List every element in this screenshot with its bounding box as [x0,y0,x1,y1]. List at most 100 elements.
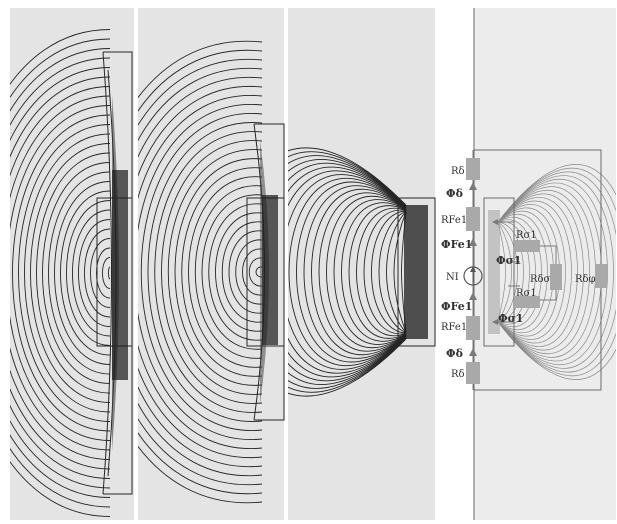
field-line [371,210,407,334]
field-line [138,77,263,467]
field-line [60,190,111,356]
field-line [497,179,608,365]
field-line [303,185,407,359]
field-line [108,266,111,280]
field-line [84,228,111,318]
field-line [311,189,407,355]
field-line [138,68,263,476]
resistor-r-delta-phi [595,264,607,288]
field-line [10,105,111,441]
field-line [497,221,530,323]
field-line [30,143,111,403]
panel-a-magnet [96,51,133,495]
field-line [288,162,407,382]
label-phi-sigma1-bottom: Φσ1 [498,312,523,325]
resistor-r-fe1-bottom [466,316,480,340]
panel-b-field-lines [138,40,263,504]
field-line [48,171,111,375]
field-line [288,170,407,374]
field-line [497,221,512,323]
label-phi-delta-top: Φδ [446,187,463,200]
field-line [181,167,263,377]
field-line [24,133,111,413]
field-line [147,122,263,422]
field-line [497,221,506,323]
field-line [194,185,263,359]
field-line [174,158,263,386]
field-line [497,197,578,347]
panel-c-magnet [397,197,436,347]
field-line [161,140,263,404]
label-r-delta-top: Rδ [451,166,465,177]
label-r-delta-sigma: Rδσ [530,274,551,285]
panel-c-field-lines [288,147,407,397]
field-line [288,174,407,370]
label-r-delta-bottom: Rδ [451,369,465,380]
resistor-r-sigma1-top [514,240,540,252]
field-line [102,257,111,289]
field-line [497,175,614,369]
resistor-r-fe1-top [466,207,480,231]
field-line [242,248,263,296]
field-line [378,210,407,334]
field-line [497,200,572,344]
field-line [10,38,111,508]
label-r-sigma1-bottom: Rσ1 [516,288,537,299]
label-r-fe1-bottom: RFe1 [441,322,467,333]
field-line [497,171,616,373]
mmf-arrowhead-icon [470,266,476,272]
field-line [497,193,584,351]
field-line [288,155,407,389]
field-line [363,210,407,334]
label-phi-delta-bottom: Φδ [446,347,463,360]
field-line [221,221,263,323]
field-line [154,131,263,413]
resistor-r-delta-bottom [466,362,480,384]
field-line [10,67,111,479]
label-r-sigma1-top: Rσ1 [516,230,537,241]
field-line [497,204,566,340]
field-line [36,152,111,394]
field-line [138,95,263,449]
field-line [288,159,407,385]
field-line [288,151,407,393]
label-phi-fe1-bottom: ΦFe1 [441,300,472,313]
field-line [167,149,263,395]
field-line [10,95,111,451]
field-line [288,166,407,378]
field-line [341,202,407,342]
resistor-r-delta-sigma [550,264,562,290]
field-line [138,40,263,504]
field-line [10,76,111,470]
field-line [90,238,111,308]
field-line [10,57,111,489]
field-line [10,48,111,498]
field-line [288,178,407,366]
field-line [140,113,263,431]
label-r-delta-phi: Rδφ [575,274,596,285]
field-line [235,239,263,305]
field-line [138,49,263,495]
field-line [138,104,263,440]
field-line [138,59,263,485]
label-mmf: NI [446,272,459,283]
field-line [393,211,407,333]
field-line [288,147,407,397]
field-line [497,221,518,323]
resistor-r-delta-top [466,158,480,180]
field-line [208,203,263,341]
field-line [333,199,407,345]
field-line [42,162,111,384]
field-line [318,192,407,352]
field-line [497,167,616,377]
label-r-fe1-top: RFe1 [441,215,467,226]
field-line [215,212,263,332]
field-line [66,200,111,346]
label-phi-fe1-top: ΦFe1 [441,238,472,251]
resistor-r-sigma1-bottom [514,296,540,308]
label-phi-sigma1-top: Φσ1 [496,254,521,267]
field-line [228,230,263,314]
panel-d-core [473,8,602,520]
field-line [326,195,407,349]
